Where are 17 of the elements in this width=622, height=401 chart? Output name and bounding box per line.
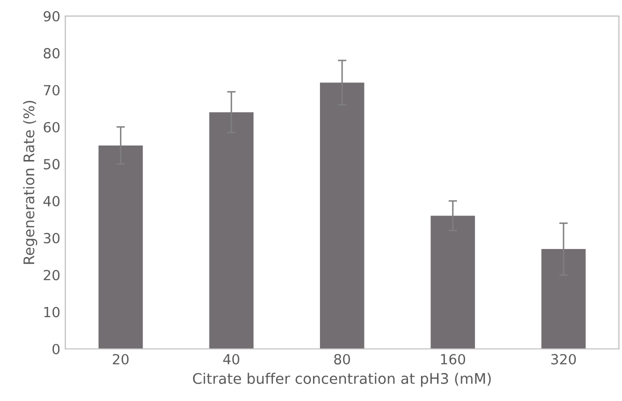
x-tick-label: 20 bbox=[112, 354, 129, 364]
y-tick-label: 20 bbox=[44, 270, 60, 280]
y-tick-label: 70 bbox=[44, 84, 60, 96]
y-tick-label: 30 bbox=[44, 232, 60, 244]
y-tick-label: 50 bbox=[44, 158, 60, 170]
x-tick-label: 80 bbox=[334, 354, 350, 364]
y-tick-label: 80 bbox=[44, 48, 60, 58]
y-tick-label: 40 bbox=[43, 196, 60, 206]
y-tick-label: 60 bbox=[44, 122, 60, 132]
y-tick-label: 90 bbox=[44, 11, 60, 22]
x-tick-label: 320 bbox=[551, 354, 576, 364]
y-tick-label: 0 bbox=[52, 344, 60, 354]
x-tick-label: 40 bbox=[223, 354, 240, 364]
y-axis-title: Regeneration Rate (%) bbox=[23, 100, 38, 264]
x-tick-label: 160 bbox=[441, 354, 466, 364]
y-tick-label: 10 bbox=[44, 306, 60, 318]
x-axis-title: Citrate buffer concentration at pH3 (mM) bbox=[193, 372, 491, 387]
